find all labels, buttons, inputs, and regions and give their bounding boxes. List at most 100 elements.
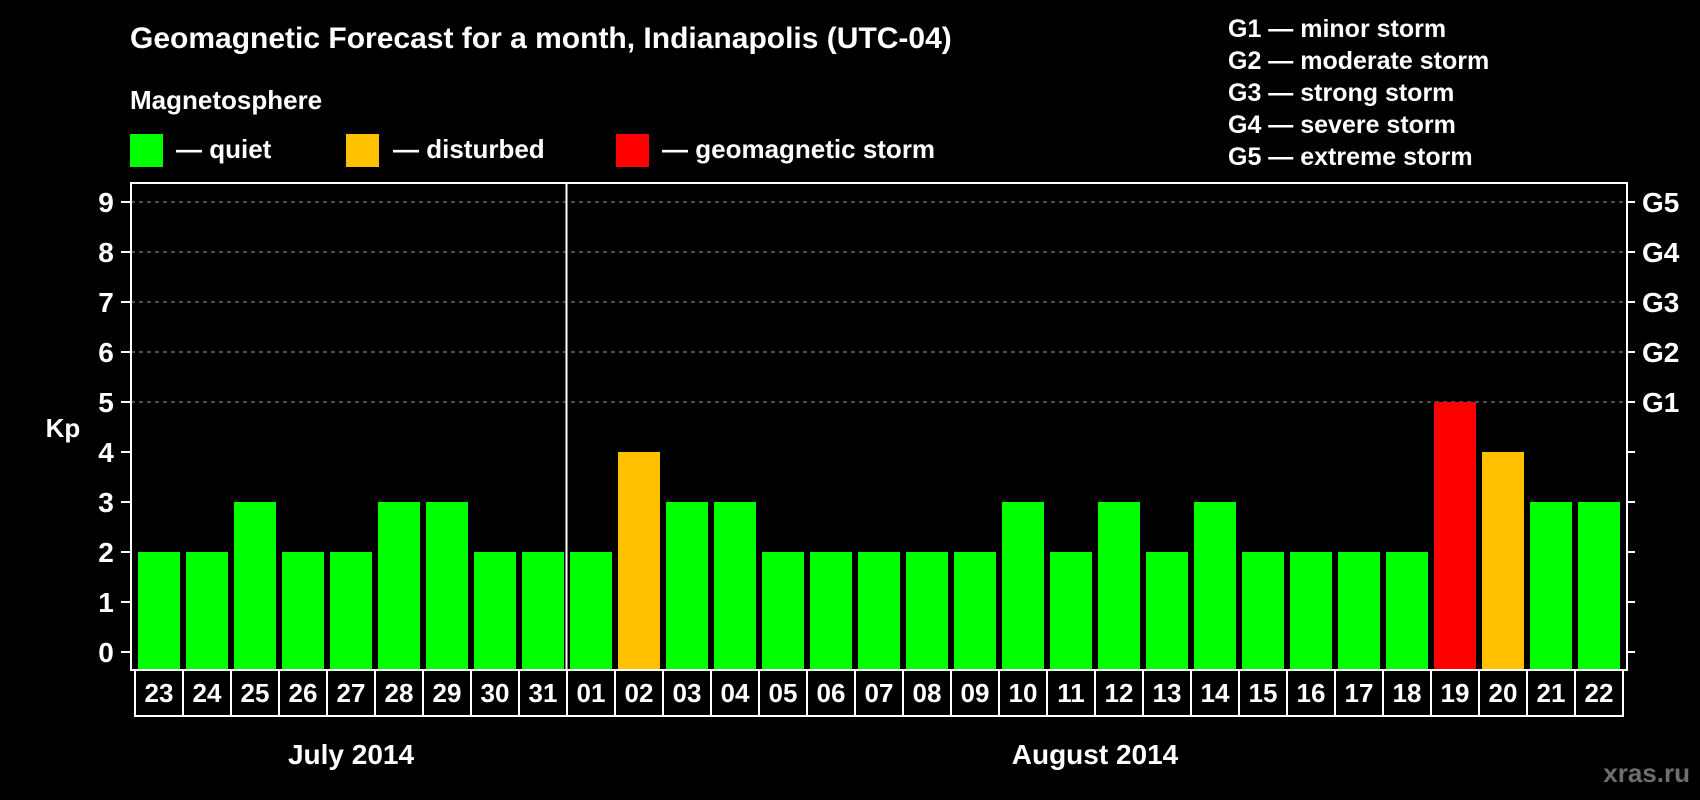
y-tick-label: 8 <box>98 237 114 268</box>
legend-swatch-quiet <box>130 134 163 167</box>
y-tick-label: 6 <box>98 337 114 368</box>
bar <box>762 552 804 669</box>
day-label: 02 <box>625 678 654 708</box>
y-tick-label: 2 <box>98 537 114 568</box>
legend-label-storm: — geomagnetic storm <box>662 134 935 164</box>
month-label: August 2014 <box>1012 739 1179 770</box>
legend-heading: Magnetosphere <box>130 85 322 115</box>
month-labels: July 2014 August 2014 <box>288 739 1179 770</box>
day-label: 24 <box>193 678 222 708</box>
y-tick-label: 1 <box>98 587 114 618</box>
bar <box>618 452 660 669</box>
day-label: 20 <box>1489 678 1518 708</box>
day-label: 03 <box>673 678 702 708</box>
day-label: 08 <box>913 678 942 708</box>
day-label: 07 <box>865 678 894 708</box>
y-ticks: 0 1 2 3 4 5 6 7 8 9 <box>98 187 131 668</box>
bar <box>1338 552 1380 669</box>
day-label: 11 <box>1057 678 1085 708</box>
bar <box>426 502 468 669</box>
g-scale-legend-g4: G4 — severe storm <box>1228 111 1456 139</box>
bar <box>378 502 420 669</box>
bar <box>714 502 756 669</box>
g-scale-legend-g1: G1 — minor storm <box>1228 15 1446 43</box>
bar <box>1146 552 1188 669</box>
bar <box>1482 452 1524 669</box>
g-scale-legend-g3: G3 — strong storm <box>1228 79 1454 107</box>
day-label: 10 <box>1009 678 1038 708</box>
day-label: 06 <box>817 678 846 708</box>
month-label: July 2014 <box>288 739 415 770</box>
legend-label-quiet: — quiet <box>176 134 272 164</box>
bar <box>138 552 180 669</box>
g-scale-legend-g5: G5 — extreme storm <box>1228 143 1473 171</box>
g-level-label: G3 <box>1642 287 1679 318</box>
bar <box>1386 552 1428 669</box>
y-axis-label: Kp <box>46 413 81 443</box>
bar <box>1002 502 1044 669</box>
day-label: 15 <box>1249 678 1278 708</box>
day-labels: 23 24 25 26 27 28 29 30 31 01 02 03 04 05 06 07 08 09 10 11… <box>134 669 1624 717</box>
bar <box>810 552 852 669</box>
day-label: 22 <box>1585 678 1614 708</box>
day-label: 25 <box>241 678 270 708</box>
day-label: 05 <box>769 678 798 708</box>
bar <box>474 552 516 669</box>
bar <box>1290 552 1332 669</box>
g-level-label: G2 <box>1642 337 1679 368</box>
day-label: 13 <box>1153 678 1182 708</box>
bar <box>1530 502 1572 669</box>
y-tick-label: 4 <box>98 437 114 468</box>
day-label: 29 <box>433 678 462 708</box>
bar <box>1098 502 1140 669</box>
day-label: 21 <box>1537 678 1566 708</box>
day-label: 26 <box>289 678 318 708</box>
y-tick-label: 3 <box>98 487 114 518</box>
chart-title: Geomagnetic Forecast for a month, Indian… <box>130 22 952 55</box>
right-g-ticks: G1 G2 G3 G4 G5 <box>1627 187 1680 653</box>
y-tick-label: 0 <box>98 637 114 668</box>
grid-lines <box>131 201 1627 403</box>
g-scale-legend: G1 — minor storm G2 — moderate storm G3 … <box>1228 15 1489 171</box>
day-label-row <box>134 669 1624 717</box>
day-label: 09 <box>961 678 990 708</box>
day-label: 04 <box>721 678 750 708</box>
legend-swatch-storm <box>616 134 649 167</box>
bar <box>282 552 324 669</box>
bar <box>858 552 900 669</box>
day-label: 23 <box>145 678 174 708</box>
day-label: 14 <box>1201 678 1230 708</box>
bar <box>1050 552 1092 669</box>
bar <box>234 502 276 669</box>
bar <box>570 552 612 669</box>
bar <box>954 552 996 669</box>
day-label: 30 <box>481 678 510 708</box>
bar <box>1434 402 1476 669</box>
bar <box>186 552 228 669</box>
bar <box>1194 502 1236 669</box>
bar <box>906 552 948 669</box>
g-scale-legend-g2: G2 — moderate storm <box>1228 47 1489 75</box>
day-label: 28 <box>385 678 414 708</box>
day-label: 16 <box>1297 678 1326 708</box>
bar <box>1242 552 1284 669</box>
day-label: 27 <box>337 678 366 708</box>
day-label: 01 <box>577 678 606 708</box>
bar <box>666 502 708 669</box>
y-tick-label: 7 <box>98 287 114 318</box>
bar <box>522 552 564 669</box>
bars <box>138 402 1620 669</box>
legend-label-disturbed: — disturbed <box>393 134 545 164</box>
g-level-label: G5 <box>1642 187 1679 218</box>
day-label: 31 <box>529 678 558 708</box>
bar <box>1578 502 1620 669</box>
day-label: 19 <box>1441 678 1470 708</box>
day-label: 12 <box>1105 678 1134 708</box>
y-tick-label: 9 <box>98 187 114 218</box>
bar <box>330 552 372 669</box>
day-label: 18 <box>1393 678 1422 708</box>
g-level-label: G4 <box>1642 237 1680 268</box>
watermark: xras.ru <box>1603 758 1690 788</box>
y-tick-label: 5 <box>98 387 114 418</box>
